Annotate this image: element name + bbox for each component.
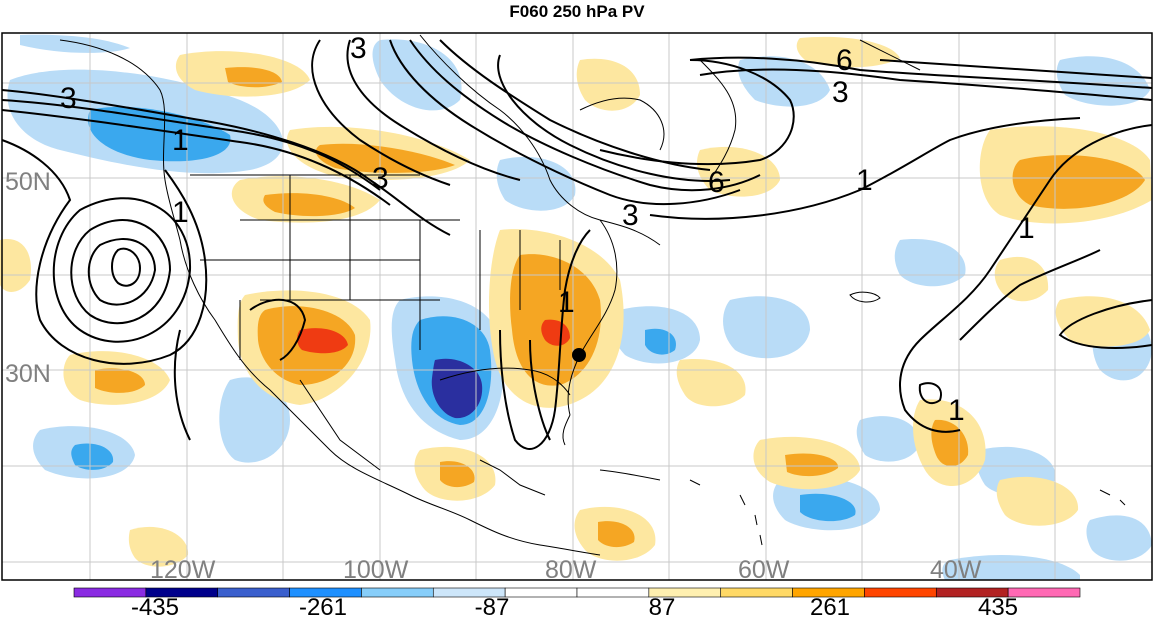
pos-anomaly-core	[95, 368, 145, 393]
colorbar-labels: -435 -261 -87 87 261 435	[131, 594, 1018, 619]
colorbar-label: 435	[978, 594, 1018, 619]
colorbar-box	[720, 587, 793, 598]
contour-label: 1	[948, 394, 965, 427]
pos-anomaly	[676, 359, 746, 407]
colorbar-box	[1007, 587, 1081, 598]
contour-label: 3	[832, 76, 849, 109]
neg-anomaly-core	[800, 493, 856, 522]
contour-line	[918, 382, 942, 405]
contour-label: 1	[856, 164, 873, 197]
contour-line	[1, 99, 381, 191]
contour-line	[499, 229, 591, 450]
contour-label: 6	[708, 166, 725, 199]
colorbar-label: 261	[810, 594, 850, 619]
contour-line	[599, 59, 795, 166]
neg-anomaly	[856, 416, 920, 462]
colorbar-label: -87	[475, 594, 510, 619]
colorbar-box	[361, 587, 434, 598]
pos-anomaly	[996, 476, 1079, 526]
colorbar-label: 87	[649, 594, 676, 619]
neg-anomaly	[219, 377, 290, 463]
colorbar-box	[504, 587, 578, 598]
pos-anomaly	[0, 239, 31, 292]
pos-anomaly	[994, 256, 1049, 302]
pos-anomaly	[796, 36, 900, 68]
colorbar	[73, 587, 1081, 598]
contour-line	[311, 39, 451, 186]
colorbar-box	[576, 587, 650, 598]
contour-label: 1	[558, 286, 575, 319]
contour-line	[529, 339, 551, 441]
map-title: F060 250 hPa PV	[509, 2, 645, 21]
pos-anomaly-core	[598, 521, 635, 548]
pv-contours	[1, 39, 1153, 450]
contour-labels: 3 1 3 3 1 3 6 6 3 1 1 1 1	[60, 32, 1035, 427]
contour-line	[899, 124, 1153, 433]
contour-label: 1	[172, 124, 189, 157]
neg-anomaly	[723, 296, 810, 359]
neg-anomaly	[20, 34, 130, 53]
contour-line	[389, 39, 741, 206]
neg-anomaly	[1086, 515, 1152, 561]
point-marker	[572, 348, 586, 362]
pos-anomaly-core	[315, 143, 455, 173]
neg-anomaly-core	[71, 443, 114, 470]
pos-anomaly	[128, 526, 189, 567]
contour-label: 3	[622, 199, 639, 232]
graticule	[2, 33, 1152, 580]
contour-label: 3	[60, 82, 77, 115]
pos-anomaly-strong	[541, 319, 570, 346]
colorbar-box	[217, 587, 290, 598]
pos-anomaly-core	[263, 193, 355, 217]
neg-anomaly-core	[645, 328, 676, 355]
contour-line	[1058, 299, 1153, 349]
contour-line	[87, 238, 157, 306]
contour-line	[879, 59, 1153, 79]
contour-line	[689, 56, 1153, 89]
colorbar-box	[864, 587, 937, 598]
pos-anomaly	[1055, 296, 1150, 347]
neg-anomaly-strong	[431, 358, 483, 419]
neg-anomaly-core	[88, 106, 231, 162]
colorbar-label: -435	[131, 594, 179, 619]
contour-line	[346, 39, 521, 181]
neg-anomaly	[942, 555, 1080, 580]
contour-line	[497, 54, 731, 182]
pos-anomaly-core	[440, 461, 475, 488]
contour-line	[70, 219, 172, 325]
contour-line	[111, 247, 142, 287]
contour-label: 3	[350, 32, 367, 65]
contour-line	[409, 39, 761, 192]
contour-line	[1, 89, 451, 236]
contour-line	[699, 68, 1153, 101]
lat-label-50n: 50N	[5, 168, 51, 196]
neg-anomaly	[496, 156, 576, 211]
contour-line	[173, 329, 191, 441]
contour-label: 3	[372, 162, 389, 195]
map-frame	[1, 32, 1153, 581]
contour-label: 1	[172, 196, 189, 229]
contour-label: 1	[1018, 212, 1035, 245]
pos-anomaly-core	[225, 67, 282, 88]
contour-line	[1, 109, 391, 206]
pos-anomaly-strong	[297, 328, 348, 354]
contour-line	[249, 298, 307, 361]
lat-label-30n: 30N	[5, 360, 51, 388]
contour-line	[649, 117, 1081, 220]
pos-anomaly-core	[1012, 155, 1145, 209]
neg-anomaly	[894, 239, 966, 287]
contour-line	[52, 197, 192, 343]
contour-line	[1, 139, 208, 365]
contour-label: 6	[836, 44, 853, 77]
pos-anomaly-core	[785, 453, 839, 477]
contour-line	[959, 249, 1101, 341]
colorbar-label: -261	[299, 594, 347, 619]
